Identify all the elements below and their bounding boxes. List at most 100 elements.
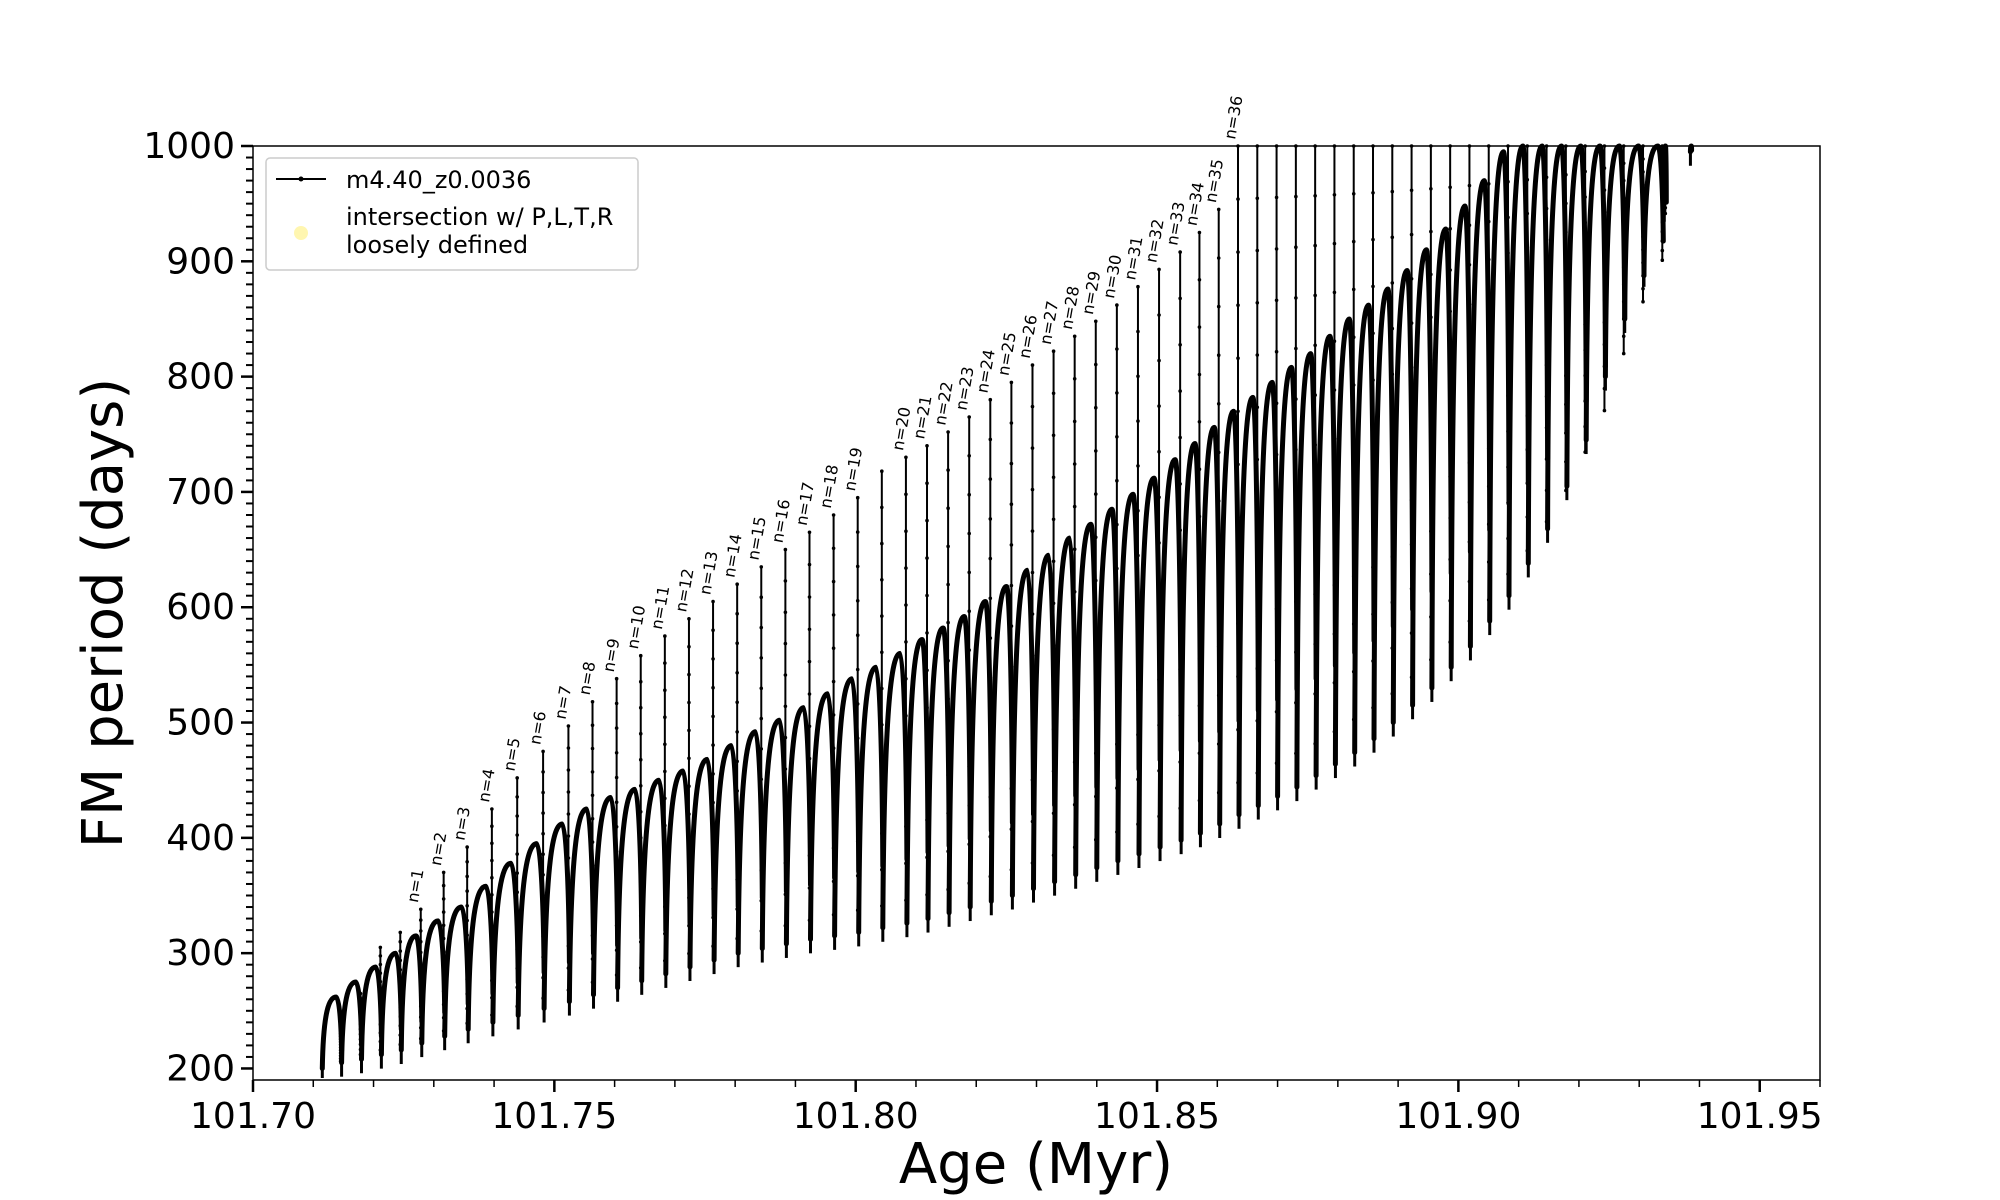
spike-point (1030, 570, 1035, 575)
spike-point (831, 679, 836, 684)
spike-point (711, 685, 715, 690)
spike-point (358, 996, 363, 1001)
spike-point (1663, 166, 1668, 171)
spike-point (515, 776, 519, 780)
spike-point (807, 756, 812, 761)
spike-point (1409, 232, 1414, 237)
spike-point (1157, 358, 1161, 363)
spike-point (1506, 215, 1510, 220)
spike-point (1448, 226, 1452, 231)
spike-point (759, 595, 764, 599)
spike-point (1294, 346, 1298, 351)
spike-point (783, 704, 788, 709)
spike-point (1051, 433, 1056, 438)
spike-point (1157, 586, 1161, 591)
y-tick-label: 700 (166, 472, 235, 513)
spike-point (904, 640, 908, 644)
spike-point (1178, 482, 1182, 486)
spike-point (735, 582, 739, 586)
spike-point (735, 730, 739, 734)
spike-point (925, 444, 929, 448)
spike-point (614, 701, 619, 706)
spike-point (638, 757, 643, 762)
spike-point (638, 810, 643, 814)
spike-point (988, 437, 993, 442)
spike-point (490, 807, 494, 811)
spike-point (1525, 245, 1530, 249)
spike-point (1602, 408, 1607, 413)
spike-point (1564, 259, 1568, 263)
spike-point (378, 954, 383, 958)
spike-point (1178, 574, 1182, 579)
spike-point (946, 582, 950, 587)
spike-point (783, 641, 788, 646)
spike-point (904, 714, 908, 718)
spike-point (925, 593, 929, 598)
spike-point (904, 566, 908, 570)
spike-point (1467, 263, 1472, 267)
spike-point (687, 617, 691, 621)
spike-point (1409, 277, 1414, 281)
spike-point (1009, 583, 1014, 588)
spike-point (1371, 378, 1375, 382)
spike-point (1072, 462, 1077, 466)
spike-point (1429, 272, 1433, 277)
spike-point (1332, 290, 1337, 295)
spike-point (1351, 192, 1356, 196)
spike-point (783, 547, 788, 552)
spike-point (490, 927, 494, 931)
spike-point (1216, 353, 1221, 358)
spike-point (418, 950, 423, 955)
spike-point (1178, 389, 1182, 393)
spike-point (1294, 397, 1298, 401)
spike-point (759, 656, 764, 660)
spike-point (1564, 172, 1568, 177)
spike-point (1663, 149, 1668, 154)
spike-point (1621, 178, 1626, 183)
spike-point (663, 769, 667, 774)
spike-point (831, 613, 836, 617)
spike-point (855, 770, 860, 775)
spike-point (904, 492, 908, 497)
spike-point (1072, 419, 1077, 424)
spike-point (1663, 189, 1668, 193)
spike-point (515, 890, 519, 894)
legend-label-series: m4.40_z0.0036 (346, 166, 531, 194)
legend-box (265, 157, 639, 271)
spike-point (515, 833, 519, 837)
y-tick-label: 900 (166, 241, 235, 282)
spike-point (490, 841, 494, 846)
spike-point (1157, 313, 1161, 317)
spike-point (663, 796, 667, 801)
spike-point (614, 849, 619, 854)
spike-point (1197, 467, 1202, 472)
spike-point (1294, 194, 1298, 199)
spike-point (378, 945, 383, 950)
spike-point (1583, 246, 1587, 250)
spike-point (638, 653, 643, 658)
spike-point (1602, 188, 1607, 192)
spike-point (946, 468, 950, 472)
spike-point (759, 565, 764, 569)
spike-point (398, 949, 403, 953)
spike-point (1621, 334, 1626, 339)
spike-point (1072, 632, 1077, 637)
spike-point (1583, 220, 1587, 225)
spike-point (855, 495, 860, 500)
spike-point (880, 541, 884, 546)
spike-point (515, 871, 519, 875)
spike-point (1583, 195, 1587, 199)
spike-point (880, 686, 884, 691)
spike-point (541, 770, 545, 774)
spike-point (1663, 155, 1668, 159)
spike-point (1009, 624, 1014, 628)
spike-point (1332, 388, 1337, 392)
spike-point (566, 724, 571, 728)
spike-point (831, 579, 836, 584)
spike-point (1255, 457, 1260, 462)
spike-point (1136, 598, 1140, 603)
spike-point (638, 784, 643, 788)
spike-point (1663, 211, 1668, 216)
spike-point (967, 687, 972, 691)
spike-point (1009, 543, 1014, 547)
